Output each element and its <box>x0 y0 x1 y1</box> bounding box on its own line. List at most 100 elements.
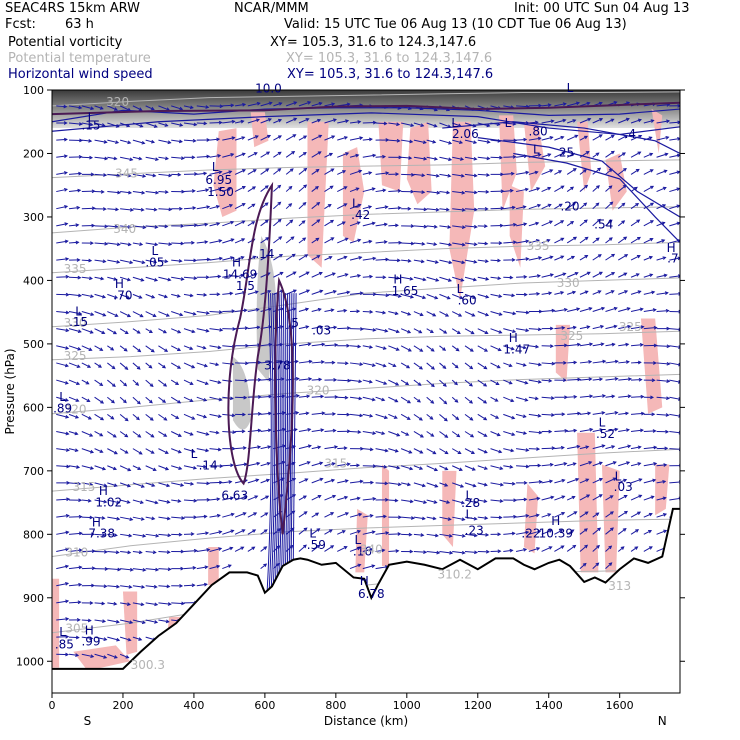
field-name-theta: Potential temperature <box>8 51 151 66</box>
wind-vector-1159 <box>464 499 478 504</box>
wind-vector-397 <box>120 242 132 247</box>
wind-vector-129 <box>452 139 464 144</box>
pv-positive-region-21 <box>355 508 368 573</box>
wind-vector-1019 <box>554 445 565 450</box>
wind-vector-962 <box>451 431 461 438</box>
wind-vector-892 <box>183 413 196 420</box>
wind-vector-379 <box>515 222 528 227</box>
wind-vector-920 <box>541 413 555 417</box>
wind-vector-1356 <box>68 600 82 605</box>
wind-vector-956 <box>375 431 386 435</box>
wind-vector-231 <box>503 171 515 176</box>
wind-vector-1357 <box>81 601 94 605</box>
wind-vector-781 <box>643 361 657 365</box>
wind-vector-924 <box>592 411 606 415</box>
wind-vector-1132 <box>119 499 131 504</box>
contour-label-2: .15 <box>81 118 100 132</box>
field-xy-pv: XY= 105.3, 31.6 to 124.3,147.6 <box>270 35 477 50</box>
contour-label-72: .52 <box>596 427 615 441</box>
wind-vector-685 <box>669 327 680 332</box>
wind-vector-1102 <box>362 480 375 485</box>
wind-vector-404 <box>209 239 223 244</box>
wind-vector-1321 <box>56 564 70 570</box>
contour-label-48: H <box>360 574 369 588</box>
wind-vector-1031 <box>81 465 95 470</box>
theta-contour-4 <box>52 277 680 328</box>
wind-vector-545 <box>132 293 143 299</box>
pv-positive-region-22 <box>52 578 60 668</box>
wind-vector-1239 <box>234 529 246 535</box>
wind-vector-681 <box>618 324 632 330</box>
wind-vector-313 <box>298 201 307 210</box>
wind-vector-1157 <box>439 499 451 504</box>
wind-vector-1143 <box>260 495 270 501</box>
wind-vector-1316 <box>605 545 613 552</box>
wind-vector-296 <box>81 206 96 211</box>
wind-vector-1329 <box>158 567 172 572</box>
wind-vector-1099 <box>324 478 336 484</box>
wind-vector-910 <box>413 413 423 421</box>
wind-vector-1114 <box>516 481 528 485</box>
wind-vector-203 <box>145 173 157 178</box>
wind-vector-987 <box>145 448 155 454</box>
wind-vector-1085 <box>145 482 156 487</box>
wind-vector-1268 <box>605 527 614 535</box>
wind-vector-825 <box>579 377 593 382</box>
wind-vector-1345 <box>81 583 95 588</box>
wind-vector-887 <box>119 413 129 422</box>
wind-vector-1133 <box>132 499 144 504</box>
wind-vector-1216 <box>566 511 578 518</box>
wind-vector-768 <box>477 362 488 370</box>
wind-vector-875 <box>592 394 606 398</box>
wind-vector-725 <box>554 343 568 348</box>
wind-vector-652 <box>247 325 261 330</box>
wind-vector-511 <box>324 272 336 278</box>
wind-vector-867 <box>490 396 499 402</box>
wind-vector-695 <box>170 345 182 351</box>
x-tick-label-2: 400 <box>183 699 204 712</box>
wind-vector-982 <box>81 448 95 454</box>
wind-vector-771 <box>515 362 527 367</box>
wind-vector-1163 <box>516 497 528 502</box>
wind-vector-308 <box>234 203 246 210</box>
wind-vector-1038 <box>171 465 183 470</box>
wind-vector-260 <box>247 186 257 192</box>
contour-label-3: 345 <box>115 167 138 181</box>
wind-vector-598 <box>183 311 197 316</box>
pv-positive-region-26 <box>208 547 219 586</box>
wind-vector-1070 <box>579 461 593 467</box>
wind-vector-818 <box>490 379 500 386</box>
wind-vector-643 <box>132 328 141 334</box>
wind-vector-1104 <box>388 482 402 487</box>
wind-vector-623 <box>503 311 517 316</box>
wind-vector-182 <box>503 155 517 159</box>
wind-vector-1244 <box>298 527 308 535</box>
contour-label-66: 330 <box>557 276 580 290</box>
wind-vector-827 <box>605 377 619 381</box>
wind-vector-677 <box>567 325 577 330</box>
wind-vector-873 <box>567 394 578 399</box>
pv-positive-region-18 <box>523 483 539 554</box>
wind-vector-211 <box>247 169 257 175</box>
wind-vector-13 <box>222 103 235 108</box>
wind-vector-1105 <box>401 482 412 487</box>
wind-vector-970 <box>554 428 569 433</box>
wind-vector-65 <box>260 118 272 124</box>
wind-vector-586 <box>656 291 669 295</box>
wind-vector-965 <box>490 431 501 437</box>
wind-vector-441 <box>56 257 70 261</box>
wind-vector-147 <box>56 154 68 159</box>
wind-vector-857 <box>362 396 376 402</box>
wind-vector-1032 <box>94 465 107 471</box>
wind-vector-1082 <box>107 482 118 487</box>
wind-vector-759 <box>362 362 376 367</box>
x-axis-title: Distance (km) <box>324 714 408 728</box>
wind-vector-710 <box>362 345 374 349</box>
wind-vector-733 <box>656 344 671 349</box>
wind-vector-1048 <box>298 461 311 467</box>
wind-vector-1056 <box>400 465 414 471</box>
wind-vector-384 <box>579 219 588 227</box>
wind-vector-1371 <box>120 619 134 625</box>
wind-vector-1172 <box>630 494 643 501</box>
wind-vector-385 <box>592 218 601 227</box>
